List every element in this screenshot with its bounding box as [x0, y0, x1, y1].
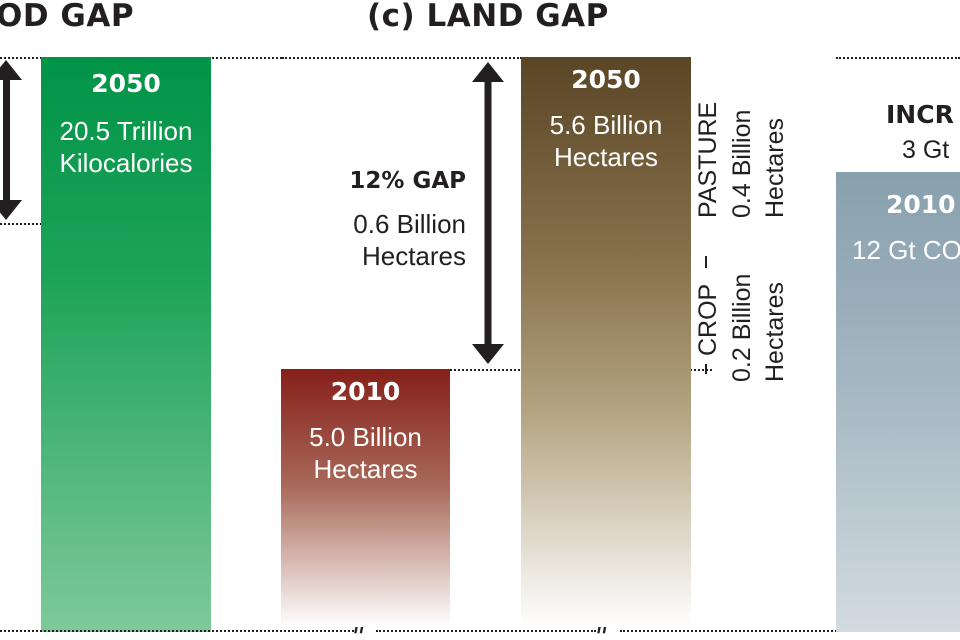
- panel-d-increase-value: 3 Gt: [902, 136, 950, 164]
- food-gap-double-arrow: [0, 60, 22, 220]
- land-bar-2050-value-line2: Hectares: [553, 142, 659, 172]
- baseline-dotted-line-mid: [376, 630, 596, 632]
- breakdown-bottom-tick: [705, 364, 707, 374]
- pasture-value-line1: 0.4 Billion: [728, 109, 756, 218]
- breakdown-divider-tick: [705, 256, 707, 268]
- food-gap-arrow-head-bottom: [0, 200, 22, 220]
- land-bar-2050: 2050 5.6 Billion Hectares: [521, 57, 691, 627]
- panel-d-bar-2010-value: 12 Gt CO: [852, 235, 960, 265]
- panel-d-increase-title: INCR: [886, 100, 954, 129]
- land-gap-arrow-head-top: [472, 62, 504, 82]
- land-gap-arrow-shaft: [484, 80, 492, 346]
- food-bar-2050-value-line2: Kilocalories: [59, 148, 193, 178]
- land-bar-2010-year: 2010: [330, 377, 401, 406]
- food-2010-level-dotted-line: [0, 223, 42, 225]
- land-2050-level-dotted-line: [282, 57, 522, 59]
- land-gap-value-line1: 0.6 Billion: [353, 209, 466, 239]
- land-bar-2010-value-line1: 5.0 Billion: [309, 422, 422, 452]
- land-bar-2050-value-line1: 5.6 Billion: [549, 110, 663, 140]
- land-bar-2010: 2010 5.0 Billion Hectares: [281, 369, 450, 627]
- pasture-value-line2: Hectares: [761, 117, 789, 218]
- food-gap-title: OD GAP: [0, 0, 135, 34]
- crop-value-line1: 0.2 Billion: [728, 273, 756, 382]
- axis-break-mark-1: //: [354, 616, 366, 638]
- land-gap-value-line2: Hectares: [361, 241, 466, 271]
- land-bar-2050-year: 2050: [571, 65, 641, 94]
- panel-d-top-dotted-line: [836, 57, 960, 59]
- food-gap-arrow-head-top: [0, 60, 22, 80]
- food-bar-2050-year: 2050: [91, 69, 161, 98]
- land-gap-percentage: 12% GAP: [349, 168, 466, 194]
- panel-d-bar-2010-year: 2010: [886, 190, 956, 219]
- food-gap-arrow-shaft: [3, 78, 10, 202]
- land-gap-title: (c) LAND GAP: [367, 0, 609, 34]
- food-bar-2050-value-line1: 20.5 Trillion: [59, 116, 193, 146]
- pasture-label: PASTURE: [694, 101, 722, 218]
- land-gap-double-arrow: [472, 62, 504, 364]
- food-bar-2050: 2050 20.5 Trillion Kilocalories: [41, 57, 211, 632]
- land-gap-arrow-head-bottom: [472, 344, 504, 364]
- crop-label: CROP: [694, 283, 722, 356]
- axis-break-mark-2: //: [597, 616, 609, 638]
- land-bar-2010-value-line2: Hectares: [313, 454, 418, 484]
- baseline-dotted-line-right: [620, 630, 960, 632]
- crop-value-line2: Hectares: [761, 281, 789, 382]
- panel-d-bar-2010: 2010 12 Gt CO: [836, 172, 960, 632]
- baseline-dotted-line-left: [0, 630, 354, 632]
